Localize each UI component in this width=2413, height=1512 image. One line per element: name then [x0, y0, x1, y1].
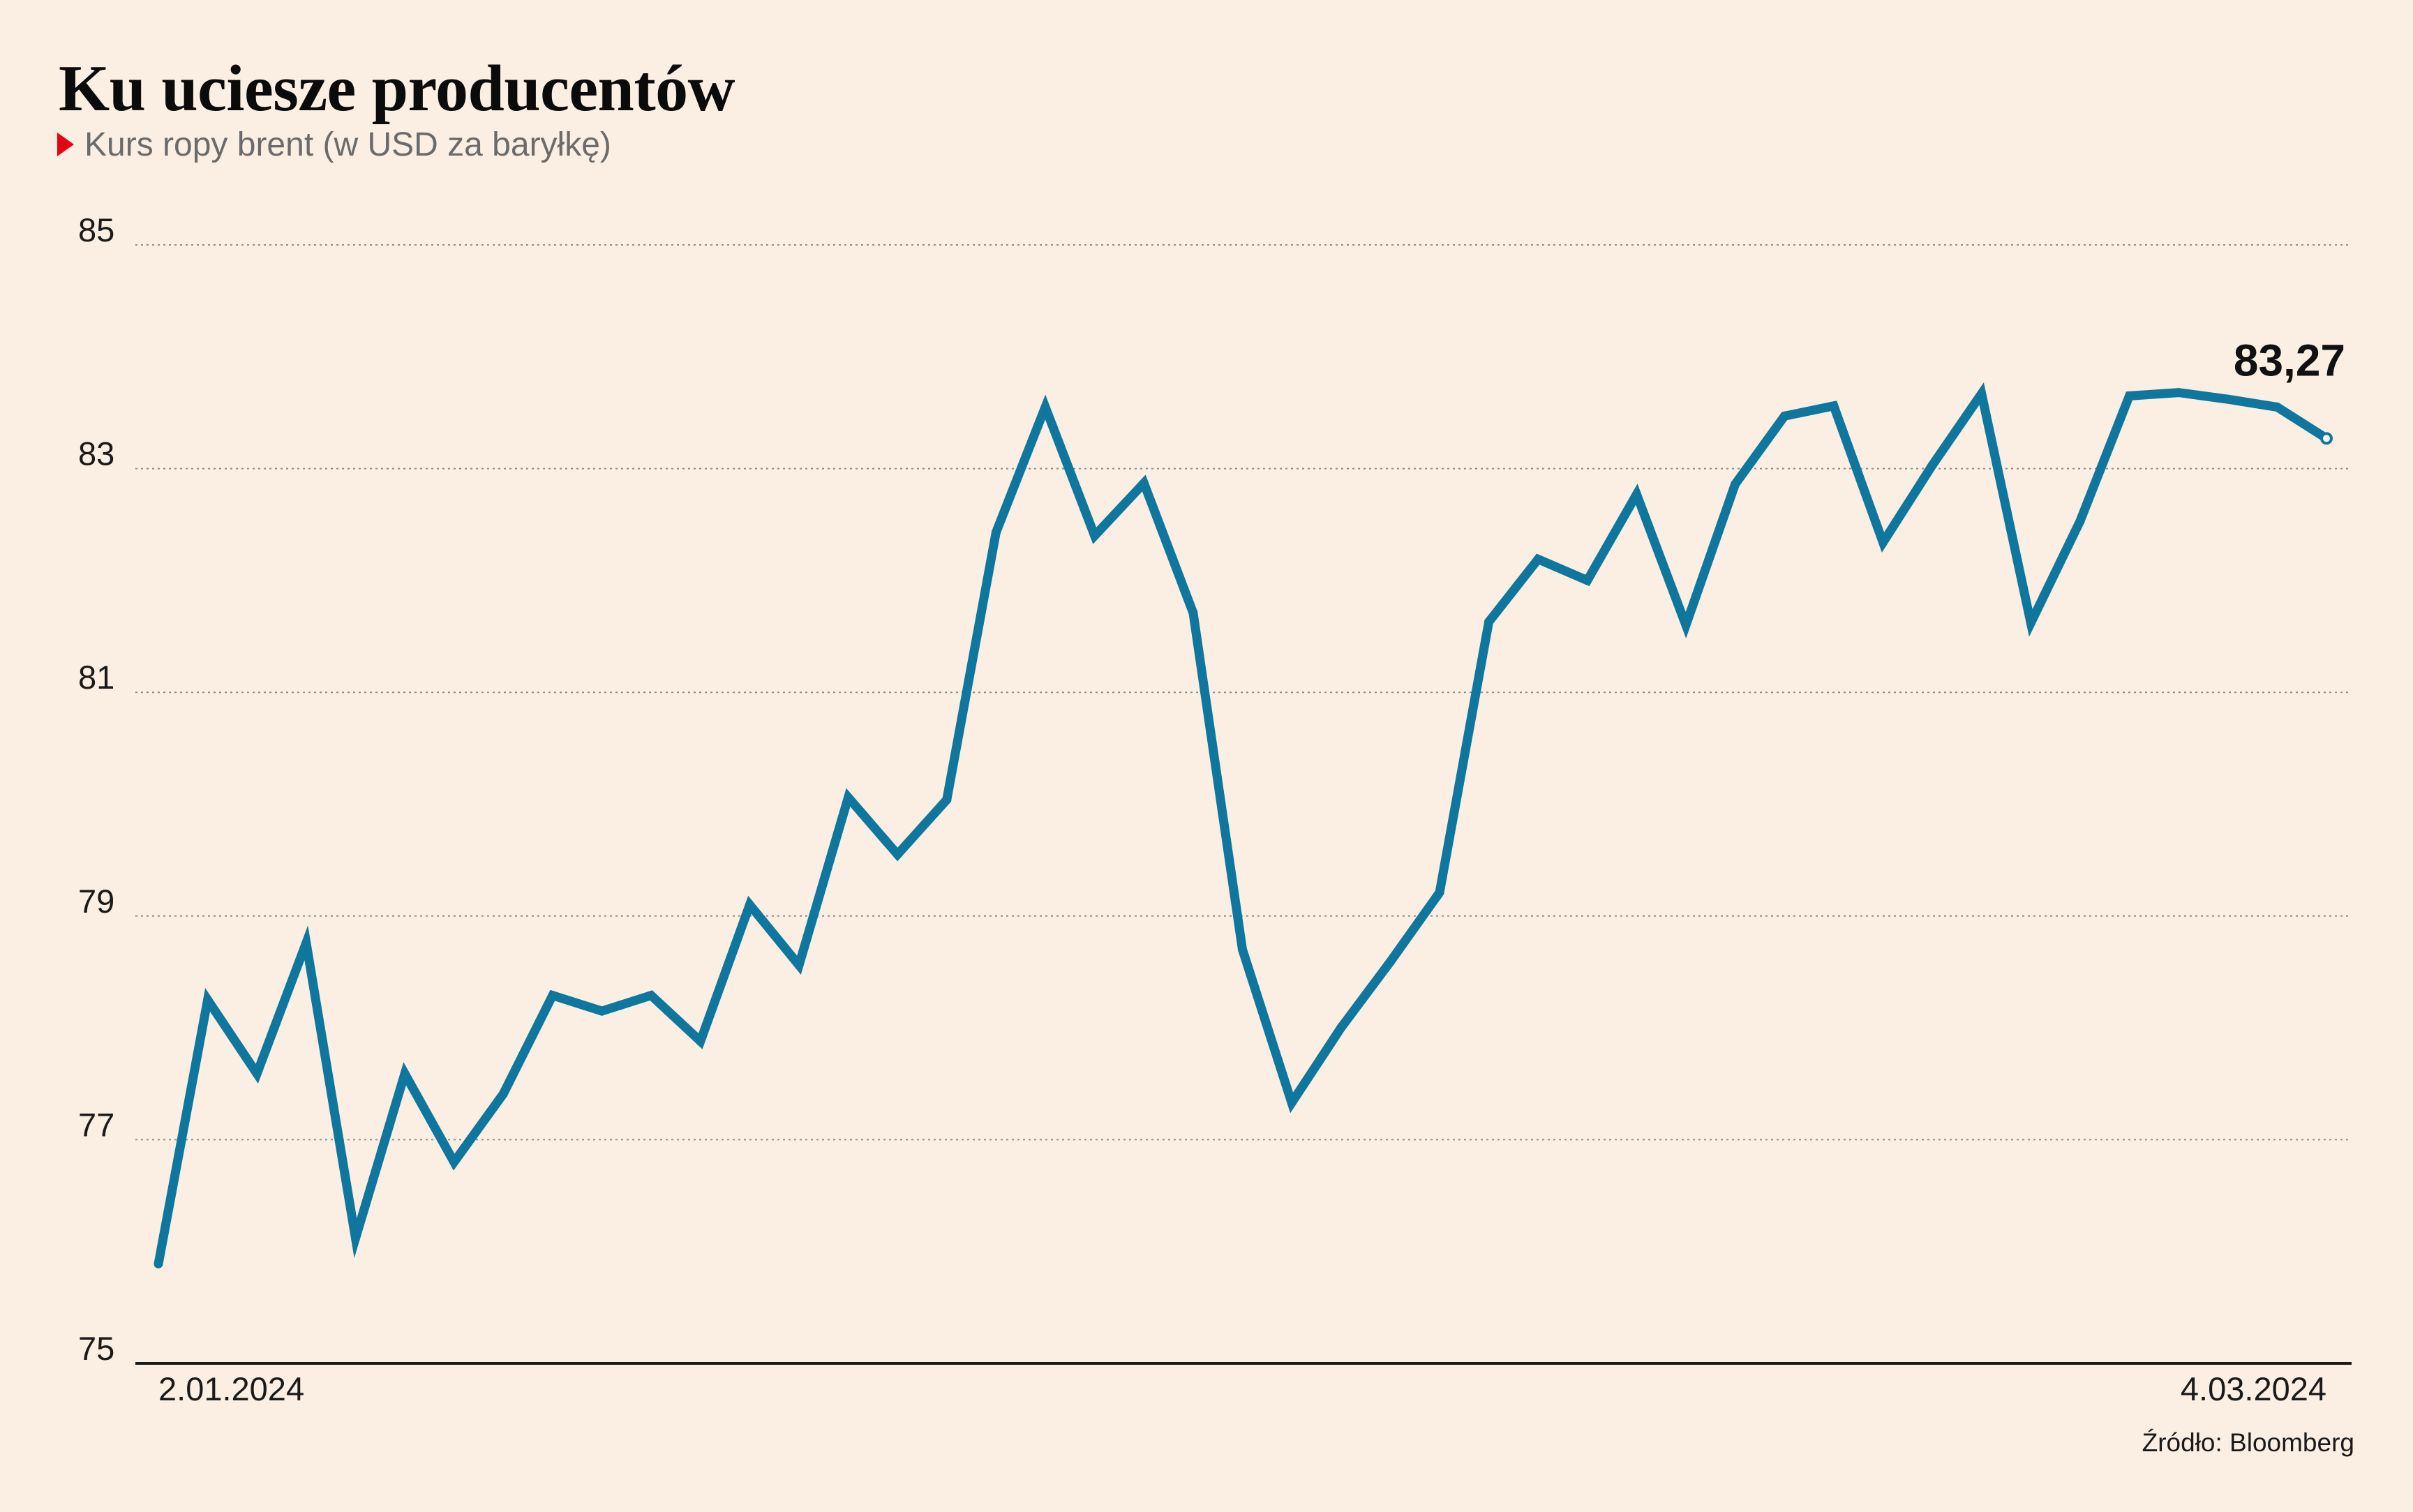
- data-point: [154, 1259, 163, 1268]
- data-point: [548, 991, 558, 1001]
- data-point: [1040, 402, 1050, 412]
- x-tick-label: 4.03.2024: [2181, 1370, 2326, 1407]
- data-point: [646, 991, 656, 1001]
- data-point: [1583, 576, 1592, 585]
- data-point: [745, 900, 754, 910]
- data-point: [449, 1157, 459, 1167]
- data-point: [2174, 388, 2183, 398]
- data-point: [892, 850, 902, 860]
- data-point: [1533, 554, 1543, 564]
- data-point: [1287, 1098, 1297, 1108]
- y-tick-label: 81: [78, 659, 114, 696]
- chart-subtitle: Kurs ropy brent (w USD za baryłkę): [84, 126, 611, 163]
- y-tick-label: 85: [78, 211, 114, 248]
- y-tick-label: 75: [78, 1330, 114, 1367]
- data-point: [942, 795, 952, 804]
- data-point: [1139, 478, 1149, 488]
- data-point: [991, 527, 1001, 537]
- data-point: [400, 1069, 410, 1079]
- data-point: [350, 1233, 360, 1243]
- x-axis-labels: 2.01.2024 4.03.2024: [158, 1370, 2326, 1407]
- data-point: [1977, 389, 1987, 398]
- chart-title: Ku uciesze producentów: [59, 52, 735, 125]
- data-point: [2125, 391, 2135, 401]
- last-point-marker: [2320, 432, 2333, 445]
- series-line-brent: [154, 382, 2329, 1265]
- y-tick-label: 77: [78, 1106, 114, 1143]
- data-point: [1188, 608, 1198, 617]
- data-point: [498, 1089, 508, 1099]
- data-point: [696, 1036, 705, 1046]
- data-point: [203, 995, 213, 1005]
- data-point: [597, 1006, 607, 1016]
- y-tick-label: 79: [78, 883, 114, 920]
- source-note: Źródło: Bloomberg: [2142, 1428, 2354, 1457]
- x-tick-label: 2.01.2024: [158, 1370, 304, 1407]
- data-point: [1435, 888, 1444, 897]
- data-point: [1927, 461, 1937, 470]
- data-point: [2075, 516, 2085, 526]
- data-point: [2272, 402, 2282, 412]
- gridlines: [135, 244, 2352, 1141]
- y-tick-label: 83: [78, 435, 114, 472]
- data-point: [1385, 957, 1395, 967]
- data-point: [1878, 537, 1888, 547]
- data-point: [1336, 1023, 1346, 1033]
- data-point: [1731, 479, 1740, 489]
- data-point: [794, 960, 804, 970]
- data-point: [252, 1069, 262, 1079]
- data-points: [154, 388, 2331, 1268]
- data-point: [2223, 394, 2233, 404]
- data-point: [1238, 945, 1247, 955]
- data-point: [1829, 401, 1839, 411]
- y-axis-labels: 85 83 81 79 77 75: [78, 211, 114, 1367]
- data-point: [1779, 411, 1789, 421]
- last-value-label: 83,27: [2234, 335, 2345, 385]
- data-point: [1631, 489, 1641, 499]
- data-point: [1681, 620, 1691, 630]
- subtitle-marker-icon: [57, 133, 74, 156]
- data-point: [1484, 617, 1494, 627]
- data-point: [1090, 531, 1100, 541]
- data-point: [844, 793, 853, 802]
- data-point: [2026, 618, 2035, 628]
- data-point: [301, 938, 311, 948]
